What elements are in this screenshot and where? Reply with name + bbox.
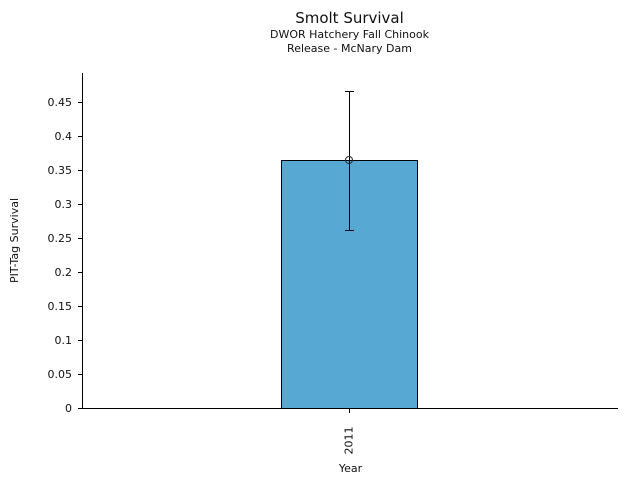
chart-title: Smolt Survival: [295, 9, 404, 27]
y-tick-mark: [78, 170, 83, 172]
y-tick-label: 0.4: [54, 130, 73, 144]
y-tick-mark: [78, 373, 83, 375]
y-tick-mark: [78, 305, 83, 307]
y-tick-label: 0.1: [54, 333, 73, 347]
y-tick-label: 0.35: [47, 164, 73, 178]
y-tick-mark: [78, 339, 83, 341]
y-tick-label: 0: [65, 401, 72, 415]
y-tick-mark: [78, 204, 83, 206]
y-tick-mark: [78, 407, 83, 409]
y-tick-label: 0.05: [47, 367, 73, 381]
chart-header: Smolt Survival DWOR Hatchery Fall Chinoo…: [82, 9, 617, 56]
point-estimate-marker: [345, 155, 354, 164]
y-tick-mark: [78, 102, 83, 104]
y-tick-label: 0.15: [47, 299, 73, 313]
y-tick-mark: [78, 237, 83, 239]
y-tick-mark: [78, 136, 83, 138]
y-tick-label: 0.2: [54, 265, 73, 279]
chart-subtitle-line1: DWOR Hatchery Fall Chinook: [270, 28, 429, 41]
x-tick-mark: [349, 408, 351, 413]
error-bar-cap-top: [344, 90, 354, 92]
chart-subtitle-line2: Release - McNary Dam: [287, 42, 412, 55]
y-tick-label: 0.25: [47, 231, 73, 245]
error-bar-cap-bottom: [344, 229, 354, 232]
plot-area: 0 0.05 0.1 0.15 0.2 0.25 0.3 0.35 0.4 0.45 2011 Y…: [48, 73, 618, 475]
y-tick-mark: [78, 271, 83, 273]
y-tick-label: 0.3: [54, 198, 73, 212]
y-tick-label: 0.45: [47, 96, 73, 110]
